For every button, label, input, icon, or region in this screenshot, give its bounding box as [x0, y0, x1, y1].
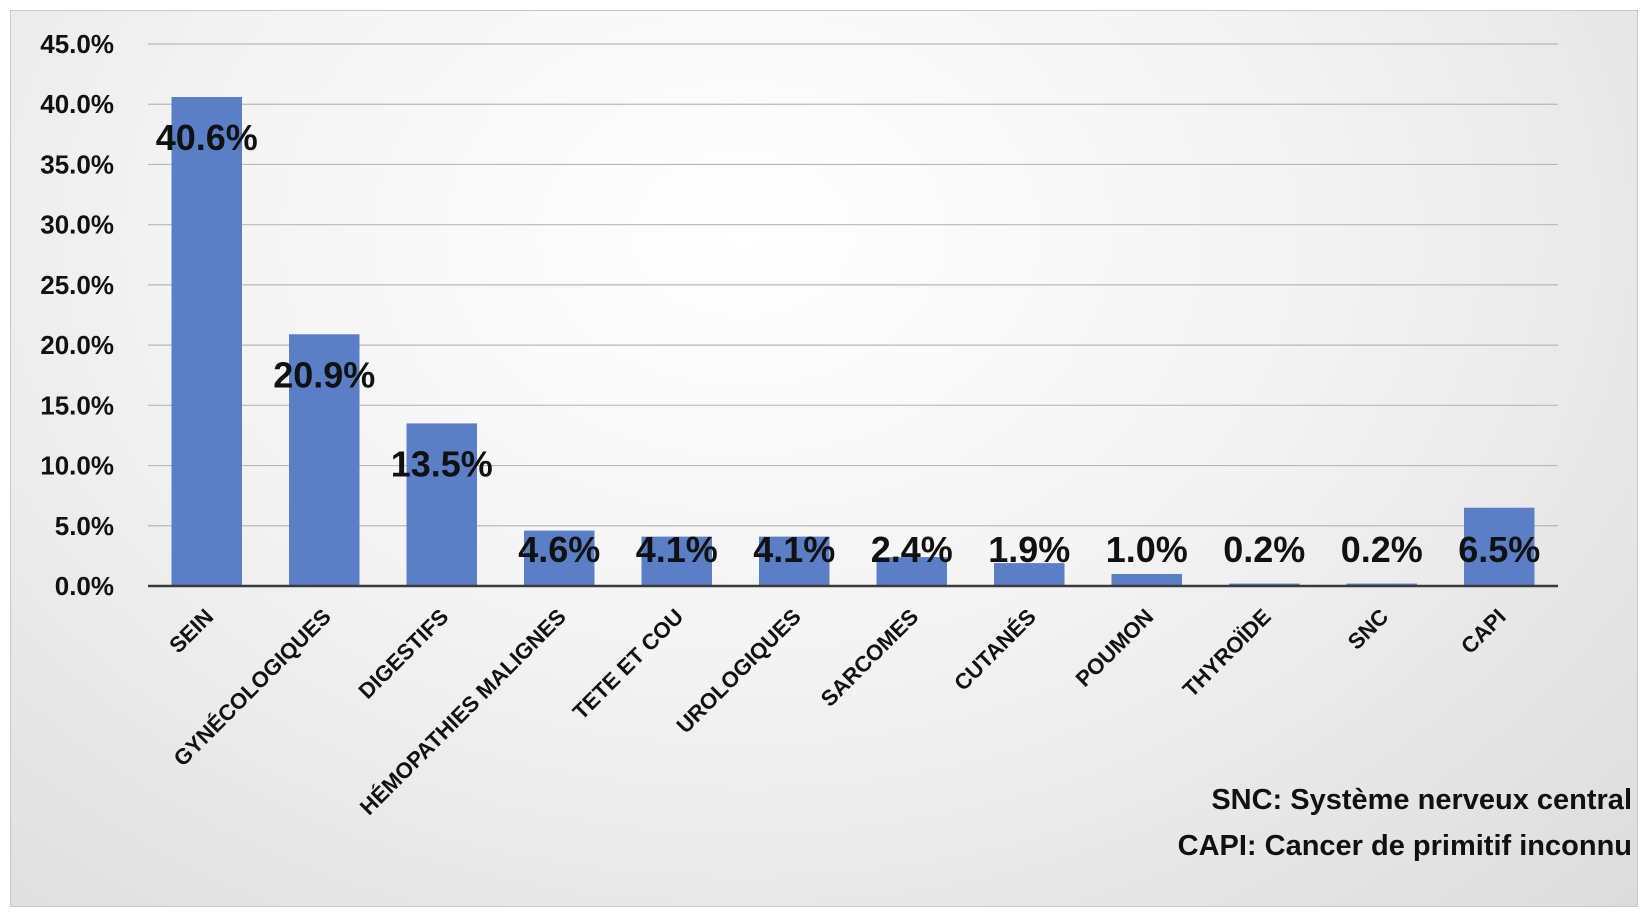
bars: [171, 96, 1535, 587]
bar: [876, 557, 947, 586]
y-axis-ticks: 0.0% 5.0% 10.0% 15.0% 20.0% 25.0% 30.0% 35.0% 40…: [40, 29, 114, 601]
y-tick-label: 35.0%: [40, 149, 114, 179]
chart-background: [10, 10, 1638, 907]
data-label: 1.0%: [1106, 529, 1188, 570]
y-tick-label: 40.0%: [40, 89, 114, 119]
y-tick-label: 20.0%: [40, 330, 114, 360]
category-label: THYROÏDE: [1178, 604, 1276, 702]
bar: [406, 423, 477, 586]
bar: [641, 536, 712, 586]
y-tick-label: 10.0%: [40, 451, 114, 481]
data-labels: 40.6% 20.9% 13.5% 4.6% 4.1% 4.1% 2.4% 1.9% 1.0% 0…: [156, 117, 1541, 570]
data-label: 4.6%: [518, 529, 600, 570]
data-label: 4.1%: [753, 529, 835, 570]
y-tick-label: 25.0%: [40, 270, 114, 300]
bar: [1111, 573, 1182, 586]
data-label: 0.2%: [1223, 529, 1305, 570]
category-label: HÉMOPATHIES MALIGNES: [355, 604, 571, 820]
category-label: UROLOGIQUES: [671, 604, 805, 738]
data-label: 1.9%: [988, 529, 1070, 570]
data-label: 20.9%: [273, 354, 375, 395]
category-label: SARCOMES: [816, 604, 924, 712]
y-tick-label: 45.0%: [40, 29, 114, 59]
bar: [994, 563, 1065, 586]
category-label: CUTANÉS: [949, 604, 1041, 696]
note-capi: CAPI: Cancer de primitif inconnu: [1177, 830, 1632, 862]
data-label: 2.4%: [871, 529, 953, 570]
category-label: CAPI: [1456, 604, 1511, 659]
category-label: DIGESTIFS: [353, 604, 453, 704]
bar: [171, 96, 242, 587]
category-label: POUMON: [1071, 604, 1159, 692]
y-tick-label: 15.0%: [40, 390, 114, 420]
category-label: SEIN: [164, 604, 218, 658]
data-label: 6.5%: [1458, 529, 1540, 570]
gridlines: [148, 43, 1558, 527]
y-tick-label: 0.0%: [55, 571, 114, 601]
note-snc: SNC: Système nerveux central: [1211, 784, 1632, 816]
data-label: 0.2%: [1341, 529, 1423, 570]
bar: [524, 530, 595, 586]
category-label: TETE ET COU: [568, 604, 689, 725]
bar: [289, 334, 360, 586]
bar: [1464, 507, 1535, 586]
data-label: 4.1%: [636, 529, 718, 570]
y-tick-label: 30.0%: [40, 210, 114, 240]
data-label: 13.5%: [391, 443, 493, 484]
bar: [759, 536, 830, 586]
data-label: 40.6%: [156, 117, 258, 158]
y-tick-label: 5.0%: [55, 511, 114, 541]
category-label: SNC: [1343, 604, 1394, 655]
